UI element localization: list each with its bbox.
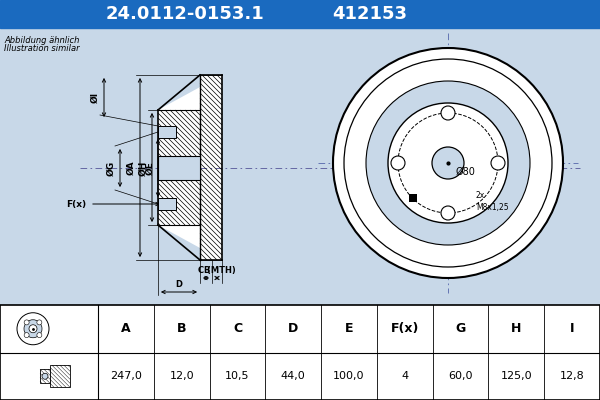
Circle shape (333, 48, 563, 278)
Text: ØA: ØA (127, 161, 136, 175)
Circle shape (29, 325, 37, 333)
Text: C: C (233, 322, 242, 335)
Text: B: B (177, 322, 187, 335)
Text: H: H (511, 322, 521, 335)
Text: ØI: ØI (91, 92, 100, 102)
Bar (158, 156, 200, 180)
Text: F(x): F(x) (391, 322, 419, 335)
Polygon shape (158, 225, 222, 260)
Circle shape (37, 333, 42, 338)
Circle shape (441, 106, 455, 120)
Text: C (MTH): C (MTH) (198, 266, 236, 275)
Circle shape (432, 147, 464, 179)
Text: Abbildung ähnlich: Abbildung ähnlich (4, 36, 79, 45)
Text: ØH: ØH (139, 160, 148, 176)
Circle shape (366, 81, 530, 245)
Text: ØE: ØE (146, 161, 155, 175)
Circle shape (388, 103, 508, 223)
Bar (158, 126, 176, 138)
Text: 247,0: 247,0 (110, 371, 142, 381)
Circle shape (42, 373, 48, 379)
Text: Illustration similar: Illustration similar (4, 44, 80, 53)
Text: 125,0: 125,0 (500, 371, 532, 381)
Text: 2x
M8x1,25: 2x M8x1,25 (476, 191, 509, 212)
Circle shape (344, 59, 552, 267)
Text: F(x): F(x) (66, 200, 86, 208)
Bar (409, 194, 416, 202)
Text: Ø80: Ø80 (456, 167, 476, 177)
Bar (158, 110, 200, 225)
Circle shape (24, 320, 42, 338)
Text: G: G (455, 322, 466, 335)
Text: 10,5: 10,5 (225, 371, 250, 381)
Text: 4: 4 (401, 371, 409, 381)
Polygon shape (158, 75, 222, 110)
Bar (200, 75, 222, 260)
Circle shape (491, 156, 505, 170)
Text: 12,0: 12,0 (169, 371, 194, 381)
Circle shape (441, 206, 455, 220)
Text: 24.0112-0153.1: 24.0112-0153.1 (106, 5, 265, 23)
Circle shape (24, 320, 29, 325)
Bar (0, 0, 600, 28)
Text: I: I (570, 322, 574, 335)
Circle shape (391, 156, 405, 170)
Text: D: D (176, 280, 182, 289)
Bar (40, 369, 50, 383)
Bar (0, 305, 600, 400)
Text: 412153: 412153 (332, 5, 407, 23)
Text: E: E (345, 322, 353, 335)
Bar (158, 198, 176, 210)
Text: A: A (121, 322, 131, 335)
Text: 60,0: 60,0 (448, 371, 473, 381)
Bar (0, 28, 600, 306)
Circle shape (17, 313, 49, 345)
Text: ØG: ØG (107, 160, 116, 176)
Circle shape (24, 333, 29, 338)
Text: 100,0: 100,0 (333, 371, 365, 381)
Bar (50, 365, 70, 387)
Circle shape (37, 320, 42, 325)
Text: D: D (288, 322, 298, 335)
Text: 12,8: 12,8 (560, 371, 584, 381)
Text: B: B (203, 266, 209, 275)
Text: 44,0: 44,0 (281, 371, 305, 381)
